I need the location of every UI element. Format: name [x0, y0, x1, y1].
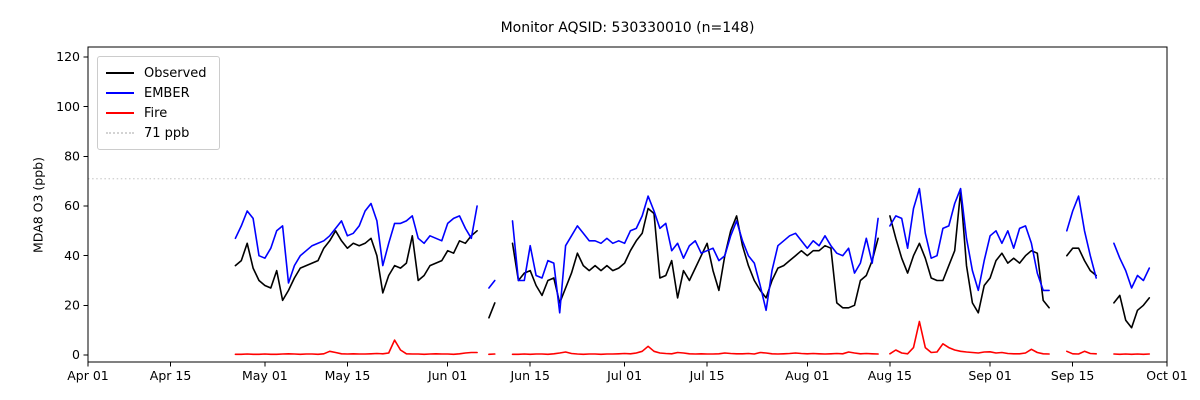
- y-tick-label: 20: [64, 298, 80, 313]
- x-tick-label: Jul 15: [689, 368, 725, 383]
- x-tick-label: Sep 01: [968, 368, 1011, 383]
- x-tick-label: Jun 01: [427, 368, 467, 383]
- series-observed-line: [234, 230, 478, 302]
- series-observed-line: [1113, 294, 1151, 329]
- legend-item-ember: EMBER: [106, 83, 207, 103]
- legend-line-swatch: [106, 72, 134, 74]
- x-tick-label: Jul 01: [606, 368, 642, 383]
- series-fire-line: [511, 345, 879, 356]
- series-observed-line: [488, 302, 496, 319]
- series-fire-line: [889, 320, 1050, 355]
- x-tick-label: May 01: [242, 368, 288, 383]
- legend-item-fire: Fire: [106, 103, 207, 123]
- x-tick-label: Jun 15: [510, 368, 550, 383]
- series-ember-line: [1066, 195, 1097, 279]
- legend-label: Observed: [144, 65, 207, 81]
- x-tick-label: Apr 01: [67, 368, 109, 383]
- legend: Observed EMBER Fire 71 ppb: [97, 56, 220, 150]
- series-fire-line: [1066, 350, 1097, 355]
- y-tick-label: 100: [56, 99, 80, 114]
- legend-line-swatch: [106, 132, 134, 134]
- y-tick-label: 80: [64, 149, 80, 164]
- y-tick-label: 0: [72, 347, 80, 362]
- series-ember-line: [234, 202, 478, 284]
- series-ember-line: [511, 195, 879, 314]
- x-tick-label: Sep 15: [1051, 368, 1094, 383]
- series-observed-line: [511, 207, 879, 309]
- axes-border: [87, 46, 1168, 363]
- x-tick-label: Aug 15: [868, 368, 912, 383]
- series-observed-line: [1066, 247, 1097, 277]
- x-tick-label: Oct 01: [1146, 368, 1188, 383]
- legend-line-swatch: [106, 112, 134, 114]
- series-observed-line: [889, 190, 1050, 314]
- series-fire-line: [234, 339, 478, 356]
- y-tick-label: 120: [56, 49, 80, 64]
- legend-item-observed: Observed: [106, 63, 207, 83]
- legend-line-swatch: [106, 92, 134, 94]
- legend-label: EMBER: [144, 85, 190, 101]
- x-tick-label: Aug 01: [785, 368, 829, 383]
- y-tick-label: 60: [64, 198, 80, 213]
- x-tick-label: May 15: [325, 368, 371, 383]
- series-ember-line: [889, 187, 1050, 292]
- x-tick-label: Apr 15: [150, 368, 192, 383]
- chart-title: Monitor AQSID: 530330010 (n=148): [500, 20, 755, 36]
- series-ember-line: [1113, 242, 1151, 289]
- y-tick-label: 40: [64, 248, 80, 263]
- legend-label: 71 ppb: [144, 125, 190, 141]
- legend-label: Fire: [144, 105, 168, 121]
- y-axis-label: MDA8 O3 (ppb): [30, 157, 46, 253]
- legend-item-71-ppb: 71 ppb: [106, 123, 207, 143]
- series-ember-line: [488, 279, 496, 289]
